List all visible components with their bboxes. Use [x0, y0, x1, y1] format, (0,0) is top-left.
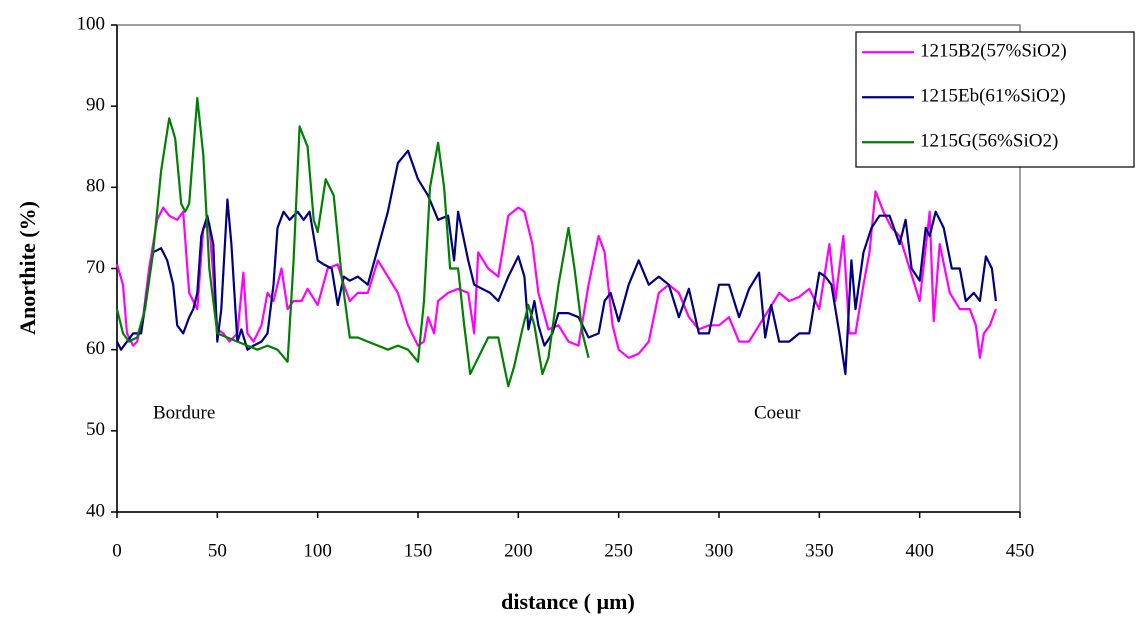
legend-label: 1215Eb(61%SiO2)	[920, 86, 1066, 107]
y-tick-label: 70	[86, 257, 105, 278]
series-line	[115, 97, 590, 388]
legend-label: 1215G(56%SiO2)	[920, 131, 1058, 152]
legend-box	[855, 31, 1135, 168]
annotation: Bordure	[153, 402, 215, 423]
x-tick-label: 150	[404, 540, 433, 561]
x-tick-label: 250	[604, 540, 633, 561]
x-tick-label: 50	[208, 540, 227, 561]
y-tick-label: 60	[86, 338, 105, 359]
y-axis-title: Anorthite (%)	[15, 201, 40, 335]
series-line	[116, 149, 997, 376]
x-tick-label: 450	[1006, 540, 1035, 561]
y-tick-label: 40	[86, 500, 105, 521]
y-tick-label: 90	[86, 95, 105, 116]
x-tick-label: 200	[504, 540, 533, 561]
y-tick-label: 50	[86, 419, 105, 440]
annotation: Coeur	[754, 402, 801, 423]
legend-label: 1215B2(57%SiO2)	[920, 41, 1067, 62]
y-tick-label: 80	[86, 176, 105, 197]
series-line	[115, 190, 997, 359]
x-tick-label: 100	[303, 540, 332, 561]
x-tick-label: 300	[705, 540, 734, 561]
x-tick-label: 400	[905, 540, 934, 561]
y-tick-label: 100	[77, 13, 106, 34]
x-axis-title: distance ( µm)	[501, 589, 635, 614]
x-tick-label: 0	[112, 540, 122, 561]
x-tick-label: 350	[805, 540, 834, 561]
